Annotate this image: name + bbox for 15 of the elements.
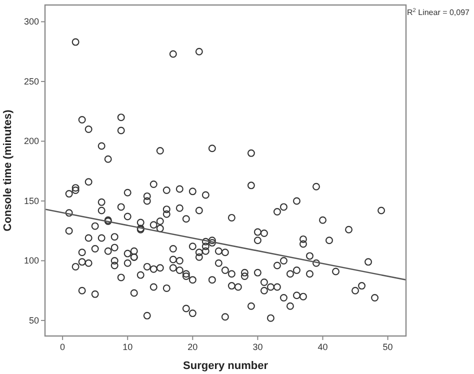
x-tick-label: 20	[188, 342, 198, 352]
text: R$^{2}$ Linear = 0,097	[407, 8, 470, 17]
y-tick-label: 100	[24, 256, 39, 266]
x-tick-label: 10	[122, 342, 133, 352]
x-axis-title: Surgery number	[183, 360, 269, 372]
x-tick-label: 30	[252, 342, 263, 352]
x-tick-label: 0	[60, 342, 66, 352]
x-tick-label: 40	[318, 342, 328, 352]
y-tick-label: 300	[24, 16, 39, 27]
y-axis-title: Console time (minutes)	[2, 109, 14, 232]
x-tick-label: 50	[382, 342, 393, 352]
y-tick-label: 200	[24, 136, 39, 146]
y-tick-label: 250	[24, 76, 39, 86]
y-tick-label: 150	[24, 196, 39, 206]
y-tick-label: 50	[28, 315, 39, 326]
